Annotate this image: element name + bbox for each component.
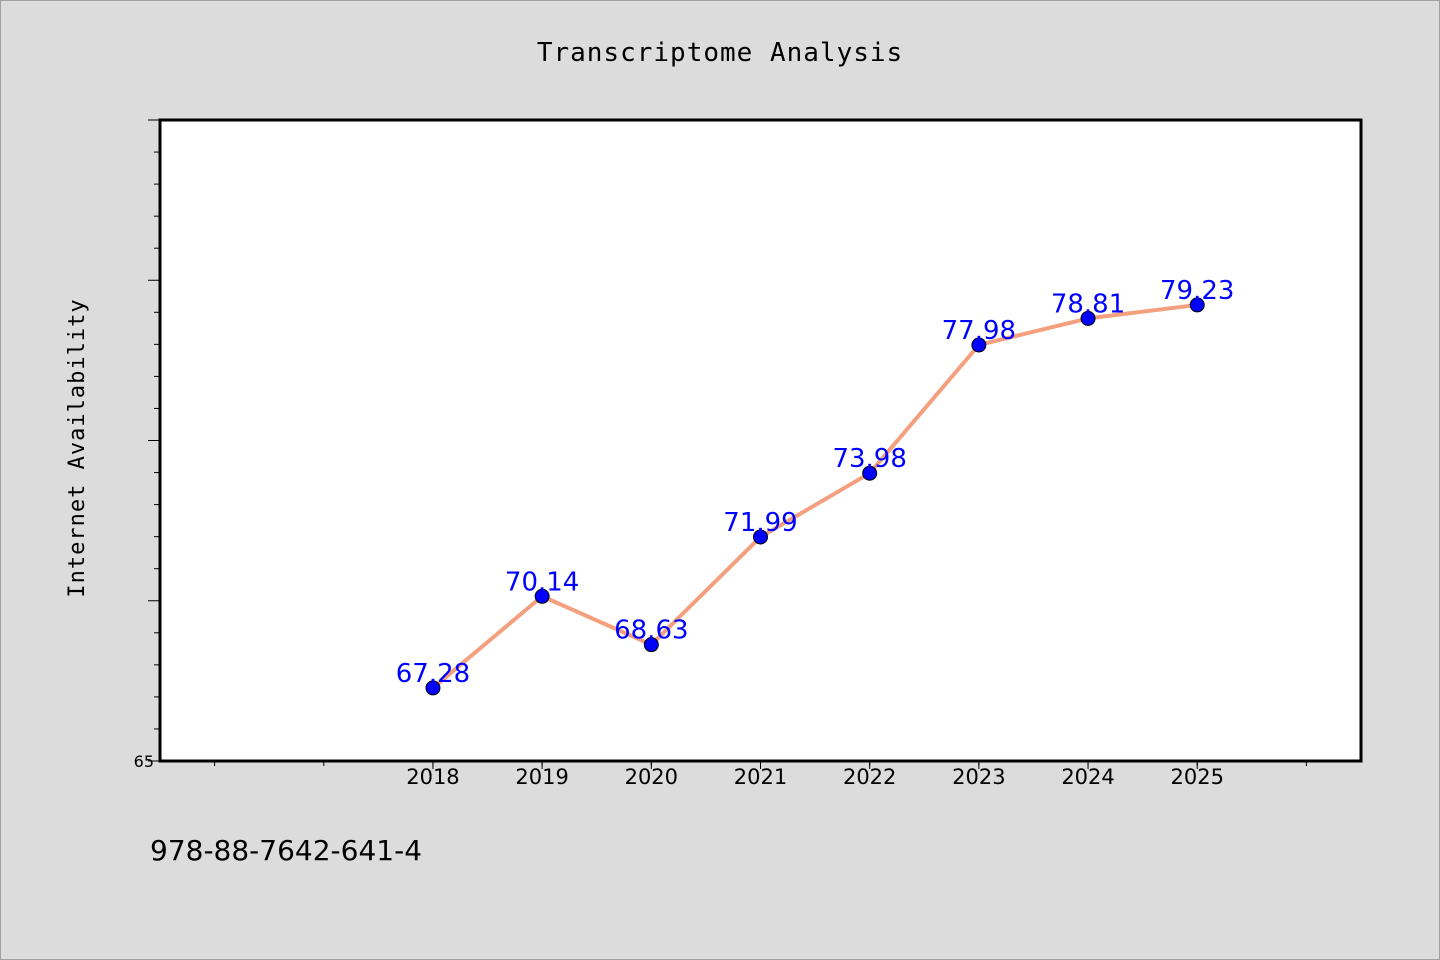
plot-area (158, 118, 1363, 763)
data-point (862, 465, 878, 481)
data-label: 68.63 (614, 616, 688, 646)
x-tick-label: 2025 (1171, 765, 1224, 789)
data-point (643, 637, 659, 653)
series-line (431, 302, 1198, 690)
data-point (425, 680, 441, 696)
data-label: 71.99 (723, 508, 797, 538)
footer-code: 978-88-7642-641-4 (150, 834, 423, 867)
data-labels: 67.28 70.14 68.63 71.99 73.98 77.98 78.81 79.23 (396, 276, 1235, 689)
x-tick-label: 2020 (625, 765, 678, 789)
x-tick-label: 2023 (952, 765, 1005, 789)
x-tick-label: 2021 (734, 765, 787, 789)
data-point (753, 529, 768, 545)
data-point (1080, 310, 1096, 326)
axis-ticks: 65 2018 2019 2020 2021 2022 2023 2024 2025 (134, 119, 1307, 789)
data-point (971, 337, 987, 353)
data-label: 79.23 (1160, 276, 1234, 306)
x-tick-label: 2019 (515, 765, 568, 789)
data-label: 73.98 (832, 444, 906, 474)
chart-title: Transcriptome Analysis (537, 38, 903, 68)
x-tick-label: 2018 (406, 765, 459, 789)
data-label: 67.28 (396, 659, 470, 689)
data-label: 78.81 (1051, 289, 1125, 319)
series-layer (425, 297, 1205, 696)
x-tick-label: 2022 (843, 765, 896, 789)
data-point (534, 588, 550, 604)
data-label: 70.14 (505, 567, 579, 597)
y-axis-label: Internet Availability (65, 298, 90, 597)
x-tick-label: 2024 (1061, 765, 1114, 789)
data-label: 77.98 (942, 316, 1016, 346)
y-tick-label: 65 (134, 752, 154, 771)
data-point (1189, 297, 1205, 313)
